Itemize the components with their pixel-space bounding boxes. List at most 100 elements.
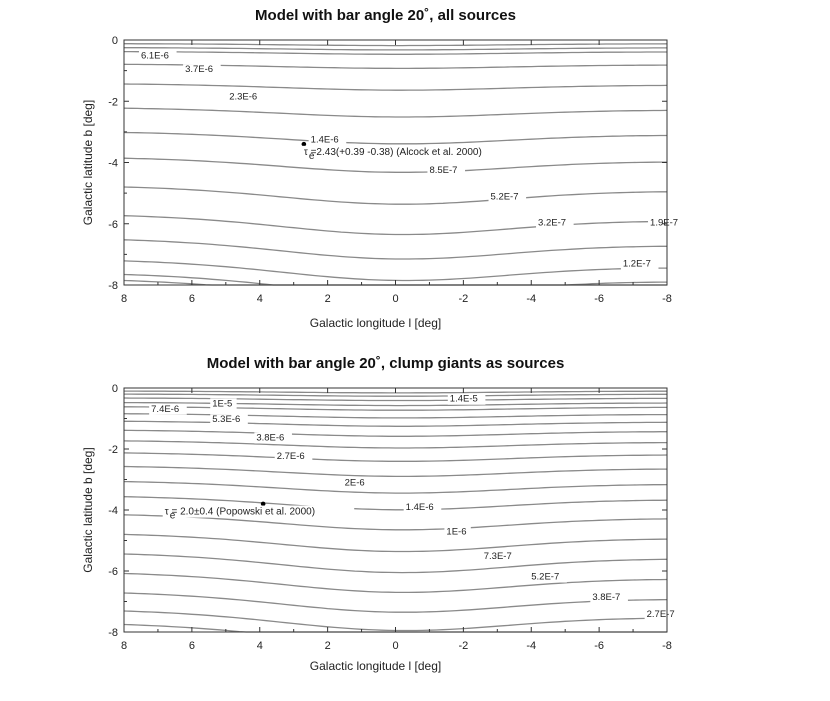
contour-label-bg <box>342 477 369 489</box>
x-tick-label: -4 <box>526 640 536 652</box>
x-tick-label: -4 <box>526 293 536 305</box>
x-tick-label: 2 <box>325 293 331 305</box>
contour-label: 2.7E-7 <box>647 609 675 620</box>
y-tick-label: -4 <box>108 505 118 517</box>
x-tick-label: -2 <box>458 293 468 305</box>
contour-line <box>123 107 668 118</box>
contour-label: 3.8E-6 <box>256 432 284 443</box>
x-tick-label: 6 <box>189 293 195 305</box>
contour-line <box>124 50 667 55</box>
contour-label-bg <box>274 451 313 463</box>
contour-label-bg <box>227 91 265 103</box>
contour-label: 1.2E-7 <box>623 259 651 270</box>
contour-label-bg <box>447 393 486 405</box>
y-tick-label: -2 <box>108 96 118 108</box>
contour-line <box>123 413 667 419</box>
contour-line <box>123 83 668 91</box>
contour-label-bg <box>529 571 567 583</box>
chart-panel-2: Model with bar angle 20˚, clump giants a… <box>81 355 683 673</box>
contour-line <box>123 452 668 462</box>
contour-label-bg <box>644 608 683 620</box>
contour-label: 2E-6 <box>345 478 365 489</box>
contour-line <box>123 440 667 449</box>
contour-label: 7.3E-7 <box>484 551 512 562</box>
contour-label: 1E-6 <box>446 526 466 537</box>
contour-label: 3.8E-7 <box>592 592 620 603</box>
contour-line <box>123 260 667 282</box>
contour-line <box>123 553 668 574</box>
observation-subscript: e <box>309 151 315 162</box>
y-tick-label: -6 <box>108 219 118 231</box>
contour-line <box>123 157 667 173</box>
contour-label: 2.3E-6 <box>229 92 257 103</box>
contour-line <box>123 397 667 402</box>
contour-line <box>124 393 667 397</box>
contour-line <box>123 514 668 531</box>
contour-line <box>124 420 668 427</box>
contour-label-bg <box>481 550 520 562</box>
observation-label: τ =2.43(+0.39 -0.38) (Alcock et al. 2000… <box>304 147 482 158</box>
contour-label: 3.2E-7 <box>538 217 566 228</box>
y-tick-label: -2 <box>108 444 118 456</box>
x-tick-label: 2 <box>325 640 331 652</box>
contour-label-bg <box>210 414 248 426</box>
contour-label-bg <box>536 217 574 229</box>
contour-line <box>124 43 668 47</box>
y-tick-label: -8 <box>108 627 118 639</box>
contour-label: 2.7E-6 <box>277 451 305 462</box>
x-tick-label: -6 <box>594 293 604 305</box>
contour-line <box>124 401 668 407</box>
contour-label: 1.4E-6 <box>311 135 339 146</box>
contour-label: 1E-5 <box>212 398 232 409</box>
y-tick-label: -8 <box>108 280 118 292</box>
contour-line <box>123 592 668 613</box>
contour-label: 5.3E-6 <box>212 414 240 425</box>
x-tick-label: 6 <box>189 640 195 652</box>
contour-label: 6.1E-6 <box>141 50 169 61</box>
observation-label-bg <box>162 505 355 518</box>
contour-label-bg <box>183 64 221 76</box>
x-tick-label: 4 <box>257 640 263 652</box>
contour-line <box>123 465 667 478</box>
contour-line <box>123 429 667 437</box>
y-tick-label: 0 <box>112 383 118 395</box>
x-tick-label: -6 <box>594 640 604 652</box>
observation-label-bg <box>301 145 531 158</box>
chart-title: Model with bar angle 20˚, clump giants a… <box>207 355 565 372</box>
contour-label-bg <box>210 398 237 410</box>
contour-lines <box>123 43 668 286</box>
contour-label: 8.5E-7 <box>429 165 457 176</box>
y-axis-label: Galactic latitude b [deg] <box>81 447 95 572</box>
observation-subscript: e <box>170 511 176 522</box>
contour-label: 7.4E-6 <box>151 404 179 415</box>
contour-label: 1.4E-6 <box>406 502 434 513</box>
contour-label-bg <box>254 432 292 444</box>
contour-line <box>123 239 667 260</box>
chart-title: Model with bar angle 20˚, all sources <box>255 7 516 24</box>
contour-label-bg <box>403 502 442 513</box>
contour-line <box>123 572 668 594</box>
contour-label: 5.2E-7 <box>491 191 519 202</box>
contour-label-bg <box>427 165 466 177</box>
contour-label-bg <box>308 134 347 146</box>
observation-point <box>260 501 266 507</box>
observation-label: τ = 2.0±0.4 (Popowski et al. 2000) <box>165 507 315 518</box>
contour-label-bg <box>149 403 187 415</box>
contour-line <box>124 47 667 51</box>
contour-line <box>123 480 668 494</box>
y-tick-label: -6 <box>108 566 118 578</box>
contour-line <box>124 406 667 411</box>
x-tick-label: -8 <box>662 293 672 305</box>
y-tick-label: -4 <box>108 158 118 170</box>
contour-line <box>123 131 667 145</box>
x-axis-label: Galactic longitude l [deg] <box>310 659 441 673</box>
contour-line <box>123 215 668 236</box>
contour-line <box>123 186 667 205</box>
x-tick-label: 4 <box>257 293 263 305</box>
contour-label-bg <box>488 191 527 203</box>
x-tick-label: -2 <box>458 640 468 652</box>
contour-line <box>123 496 668 511</box>
contour-label-bg <box>444 526 471 538</box>
contour-label-bg <box>620 258 659 270</box>
